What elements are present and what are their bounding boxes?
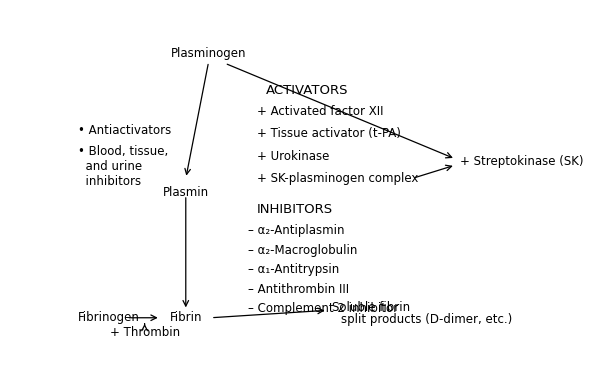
Text: Plasminogen: Plasminogen [171, 47, 247, 60]
Text: – α₂-Macroglobulin: – α₂-Macroglobulin [248, 244, 357, 257]
Text: – Antithrombin III: – Antithrombin III [248, 283, 349, 296]
Text: • Antiactivators: • Antiactivators [78, 124, 172, 137]
Text: + Tissue activator (t-PA): + Tissue activator (t-PA) [257, 127, 401, 140]
Text: Soluble fibrin: Soluble fibrin [332, 301, 410, 314]
Text: – α₁-Antitrypsin: – α₁-Antitrypsin [248, 263, 339, 276]
Text: ACTIVATORS: ACTIVATORS [266, 84, 348, 96]
Text: INHIBITORS: INHIBITORS [257, 203, 333, 216]
Text: • Blood, tissue,
  and urine
  inhibitors: • Blood, tissue, and urine inhibitors [78, 145, 169, 188]
Text: + Streptokinase (SK): + Streptokinase (SK) [460, 156, 584, 168]
Text: Plasmin: Plasmin [163, 186, 209, 199]
Text: Fibrinogen: Fibrinogen [78, 311, 140, 324]
Text: + Urokinase: + Urokinase [257, 149, 329, 163]
Text: split products (D-dimer, etc.): split products (D-dimer, etc.) [341, 313, 513, 326]
Text: + Activated factor XII: + Activated factor XII [257, 105, 383, 117]
Text: + Thrombin: + Thrombin [110, 326, 180, 339]
Text: Fibrin: Fibrin [169, 311, 202, 324]
Text: + SK-plasminogen complex: + SK-plasminogen complex [257, 172, 418, 185]
Text: – Complement 2 inhibitor: – Complement 2 inhibitor [248, 302, 398, 315]
Text: – α₂-Antiplasmin: – α₂-Antiplasmin [248, 224, 344, 237]
